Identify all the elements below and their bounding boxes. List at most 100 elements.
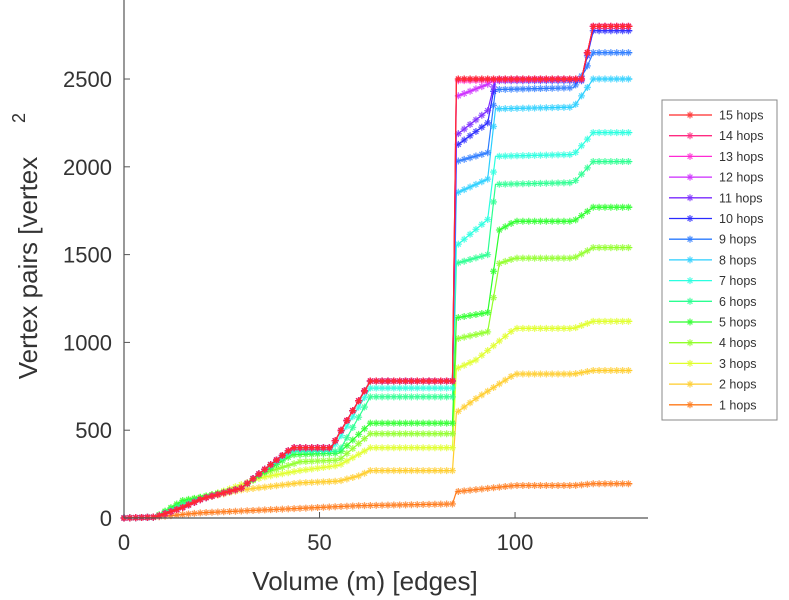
data-point-marker xyxy=(349,502,357,510)
data-point-marker xyxy=(443,393,451,401)
data-point-marker xyxy=(454,259,462,267)
data-point-marker xyxy=(296,479,304,487)
data-point-marker xyxy=(419,419,427,427)
data-point-marker xyxy=(308,504,316,512)
data-point-marker xyxy=(278,481,286,489)
data-point-marker xyxy=(273,465,281,473)
data-point-marker xyxy=(589,158,597,166)
data-point-marker xyxy=(355,397,363,405)
data-point-marker xyxy=(478,391,486,399)
y-axis-label-superscript: 2 xyxy=(9,113,29,123)
data-point-marker xyxy=(519,85,527,93)
data-point-marker xyxy=(273,471,281,479)
data-point-marker xyxy=(396,501,404,509)
data-point-marker xyxy=(466,120,474,128)
data-point-marker xyxy=(384,419,392,427)
data-point-marker xyxy=(536,104,544,112)
series-line xyxy=(123,206,633,519)
data-point-marker xyxy=(355,502,363,510)
data-point-marker xyxy=(196,496,204,504)
data-point-marker xyxy=(407,393,415,401)
data-point-marker xyxy=(337,432,345,440)
data-point-marker xyxy=(454,313,462,321)
data-point-marker xyxy=(378,419,386,427)
data-point-marker xyxy=(290,460,298,468)
data-point-marker xyxy=(448,384,456,392)
data-point-marker xyxy=(536,85,544,93)
data-point-marker xyxy=(501,152,509,160)
data-point-marker xyxy=(472,356,480,364)
data-point-marker xyxy=(349,445,357,453)
data-point-marker xyxy=(454,364,462,372)
data-point-marker xyxy=(484,346,492,354)
data-point-marker xyxy=(454,157,462,165)
data-point-marker xyxy=(143,513,151,521)
data-point-marker xyxy=(290,444,298,452)
legend-item: 10 hops xyxy=(669,212,763,226)
data-point-marker xyxy=(542,482,550,490)
data-point-marker xyxy=(466,154,474,162)
data-point-marker xyxy=(601,317,609,325)
data-point-marker xyxy=(337,444,345,452)
data-point-marker xyxy=(613,27,621,35)
data-point-marker xyxy=(595,367,603,375)
data-point-marker xyxy=(686,235,694,243)
data-point-marker xyxy=(366,393,374,401)
data-point-marker xyxy=(290,468,298,476)
data-point-marker xyxy=(519,482,527,490)
data-point-marker xyxy=(478,252,486,260)
data-point-marker xyxy=(501,483,509,491)
data-point-marker xyxy=(454,334,462,342)
data-point-marker xyxy=(484,387,492,395)
data-point-marker xyxy=(437,393,445,401)
data-point-marker xyxy=(466,486,474,494)
data-point-marker xyxy=(478,150,486,158)
data-point-marker xyxy=(413,419,421,427)
data-point-marker xyxy=(437,384,445,392)
data-point-marker xyxy=(566,75,574,83)
data-point-marker xyxy=(619,129,627,137)
legend-label: 12 hops xyxy=(719,171,763,185)
data-point-marker xyxy=(613,480,621,488)
data-point-marker xyxy=(190,498,198,506)
data-point-marker xyxy=(589,367,597,375)
data-point-marker xyxy=(536,75,544,83)
data-point-marker xyxy=(548,217,556,225)
data-point-marker xyxy=(495,85,503,93)
data-point-marker xyxy=(478,75,486,83)
data-point-marker xyxy=(554,75,562,83)
data-point-marker xyxy=(531,482,539,490)
data-point-marker xyxy=(273,482,281,490)
data-point-marker xyxy=(507,482,515,490)
data-point-marker xyxy=(284,505,292,513)
legend-label: 15 hops xyxy=(719,109,763,123)
data-point-marker xyxy=(466,312,474,320)
data-point-marker xyxy=(519,152,527,160)
data-point-marker xyxy=(460,361,468,369)
data-point-marker xyxy=(619,203,627,211)
data-point-marker xyxy=(484,75,492,83)
series-7-hops xyxy=(120,129,633,522)
legend-label: 1 hops xyxy=(719,398,757,412)
data-point-marker xyxy=(360,435,368,443)
data-point-marker xyxy=(425,467,433,475)
data-point-marker xyxy=(624,317,632,325)
data-point-marker xyxy=(261,506,269,514)
data-point-marker xyxy=(466,132,474,140)
data-point-marker xyxy=(531,151,539,159)
legend-item: 9 hops xyxy=(669,233,757,247)
data-point-marker xyxy=(372,444,380,452)
data-point-marker xyxy=(566,217,574,225)
data-point-marker xyxy=(437,377,445,385)
data-point-marker xyxy=(296,444,304,452)
data-point-marker xyxy=(490,342,498,350)
legend-label: 11 hops xyxy=(719,191,763,205)
data-point-marker xyxy=(425,393,433,401)
data-point-marker xyxy=(302,444,310,452)
data-point-marker xyxy=(525,324,533,332)
data-point-marker xyxy=(390,430,398,438)
data-point-marker xyxy=(542,75,550,83)
data-point-marker xyxy=(686,318,694,326)
data-point-marker xyxy=(613,49,621,57)
